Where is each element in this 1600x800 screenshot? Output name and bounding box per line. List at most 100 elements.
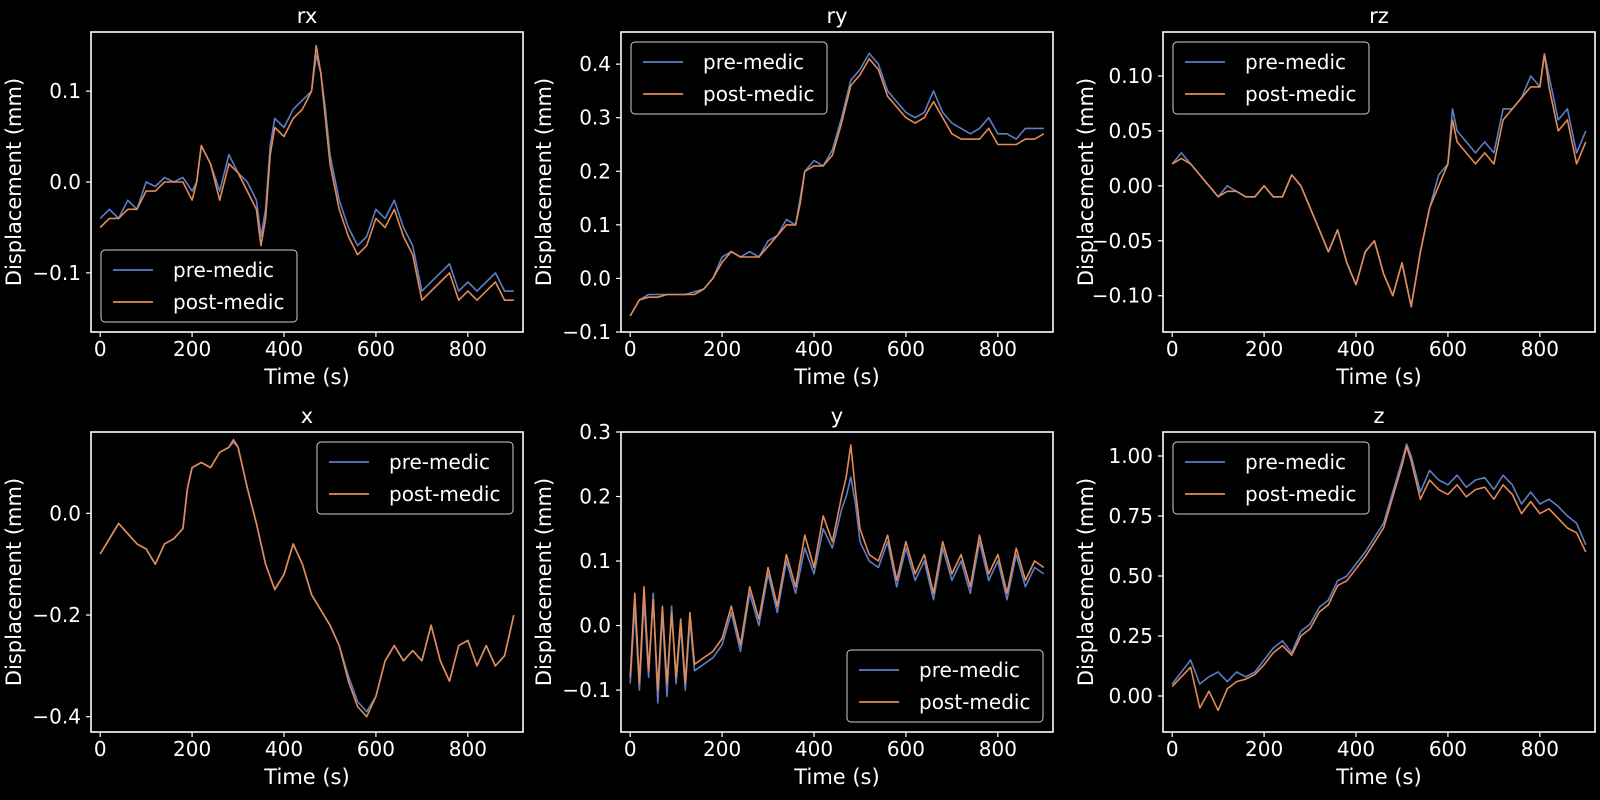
subplot-z: 0 200 400 600 800 0.00 0.25 0.50 0.75 1.00 z Time (… [1074,404,1596,789]
legend-label: post-medic [173,290,284,314]
x-axis-label: Time (s) [793,765,879,789]
x-tick-label: 600 [1429,337,1467,361]
y-tick-label: 0.00 [1108,684,1153,708]
chart-title: x [301,404,313,428]
y-tick-label: 0.2 [579,485,611,509]
x-axis-label: Time (s) [263,365,349,389]
x-tick-label: 200 [703,737,741,761]
y-tick-label: −0.1 [562,678,611,702]
legend-label: pre-medic [1245,50,1346,74]
y-tick-label: 0.3 [579,420,611,444]
x-tick-label: 200 [1245,737,1283,761]
y-tick-label: 0.10 [1108,64,1153,88]
subplot-ry: 0 200 400 600 800 −0.1 0.0 0.1 0.2 0.3 0.4 ry Time (… [532,4,1054,389]
legend-label: post-medic [1245,482,1356,506]
y-tick-label: 0.3 [579,106,611,130]
y-tick-label: 0.2 [579,159,611,183]
x-tick-label: 0 [624,737,637,761]
axes-frame [1162,431,1596,733]
legend-label: pre-medic [173,258,274,282]
x-tick-label: 200 [703,337,741,361]
y-tick-label: 0.05 [1108,119,1153,143]
legend: pre-medic post-medic [1172,41,1370,115]
series-line-pre-medic [1171,443,1587,685]
legend: pre-medic post-medic [1172,441,1370,515]
x-tick-label: 0 [1166,337,1179,361]
legend-label: post-medic [919,690,1030,714]
y-tick-label: 0.0 [579,266,611,290]
y-tick-label: 0.1 [579,213,611,237]
legend-box [316,441,514,515]
x-tick-label: 600 [357,737,395,761]
x-tick-label: 0 [94,337,107,361]
axes-frame [620,31,1054,333]
x-axis-label: Time (s) [1335,365,1421,389]
y-tick-label: 0.0 [49,501,81,525]
series-line-post-medic [629,444,1045,691]
x-tick-label: 200 [173,337,211,361]
y-tick-label: 0.50 [1108,564,1153,588]
series-line-post-medic [629,58,1045,317]
y-tick-label: 0.00 [1108,174,1153,198]
y-tick-label: 0.25 [1108,624,1153,648]
subplot-rx: 0 200 400 600 800 −0.1 0.0 0.1 rx Time (s) Displac… [2,4,524,389]
x-tick-label: 200 [1245,337,1283,361]
legend: pre-medic post-medic [100,249,298,323]
legend-label: post-medic [703,82,814,106]
chart-title: ry [826,4,847,28]
subplot-rz: 0 200 400 600 800 −0.10 −0.05 0.00 0.05 0.10 rz Tim… [1074,4,1596,389]
legend-box [630,41,828,115]
y-tick-label: 0.0 [49,170,81,194]
series-line-post-medic [1171,445,1587,712]
y-axis-label: Displacement (mm) [2,78,26,286]
y-tick-label: −0.1 [562,320,611,344]
x-tick-label: 400 [265,737,303,761]
y-tick-label: 0.1 [49,79,81,103]
x-tick-label: 600 [887,737,925,761]
x-tick-label: 0 [94,737,107,761]
subplot-x: 0 200 400 600 800 −0.4 −0.2 0.0 x Time (s) Displac… [2,404,524,789]
y-axis-label: Displacement (mm) [1074,478,1098,686]
y-tick-label: 1.00 [1108,444,1153,468]
series-line-pre-medic [629,476,1045,704]
x-axis-label: Time (s) [793,365,879,389]
x-tick-label: 800 [1521,737,1559,761]
y-tick-label: −0.2 [32,603,81,627]
legend-label: pre-medic [703,50,804,74]
x-tick-label: 400 [1337,737,1375,761]
x-tick-label: 400 [795,737,833,761]
legend: pre-medic post-medic [630,41,828,115]
x-tick-label: 600 [887,337,925,361]
series-line-pre-medic [99,53,514,292]
legend: pre-medic post-medic [846,649,1044,723]
x-tick-label: 800 [1521,337,1559,361]
legend-label: post-medic [1245,82,1356,106]
y-axis-label: Displacement (mm) [1074,78,1098,286]
legend-label: post-medic [389,482,500,506]
x-tick-label: 400 [265,337,303,361]
y-tick-label: −0.4 [32,705,81,729]
x-tick-label: 800 [979,737,1017,761]
legend-label: pre-medic [919,658,1020,682]
x-tick-label: 600 [1429,737,1467,761]
y-tick-label: −0.10 [1092,284,1153,308]
chart-title: rx [297,4,318,28]
chart-title: rz [1369,4,1389,28]
y-tick-label: 0.0 [579,614,611,638]
y-tick-label: −0.1 [32,261,81,285]
x-tick-label: 800 [979,337,1017,361]
axes-frame [1162,31,1596,333]
series-line-post-medic [1171,53,1587,308]
y-tick-label: 0.1 [579,549,611,573]
y-tick-label: −0.05 [1092,229,1153,253]
legend: pre-medic post-medic [316,441,514,515]
chart-title: z [1373,404,1384,428]
legend-box [1172,441,1370,515]
x-tick-label: 0 [624,337,637,361]
axes-frame [620,431,1054,733]
series-line-post-medic [99,44,514,301]
legend-label: pre-medic [1245,450,1346,474]
legend-box [100,249,298,323]
legend-box [1172,41,1370,115]
